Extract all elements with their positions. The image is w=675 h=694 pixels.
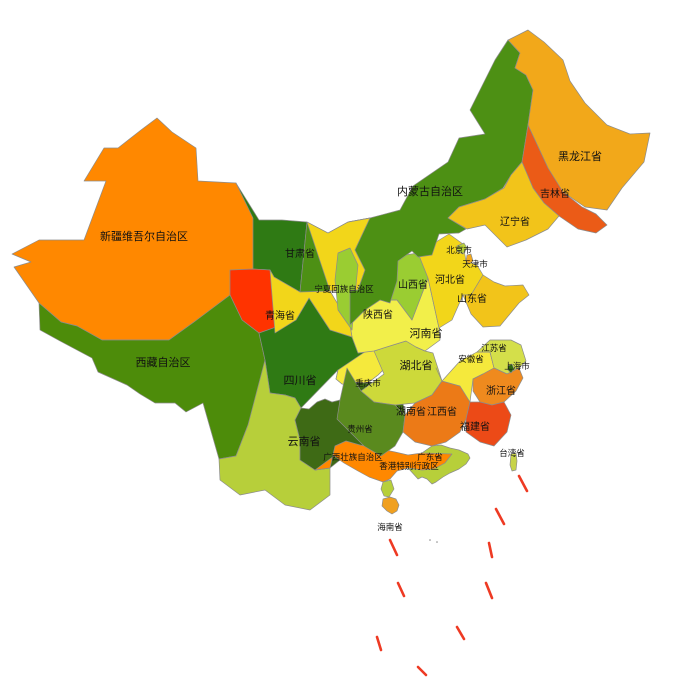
svg-text:北京市: 北京市 bbox=[446, 245, 472, 255]
svg-text:青海省: 青海省 bbox=[265, 309, 295, 322]
svg-text:山西省: 山西省 bbox=[398, 278, 428, 291]
svg-text:天津市: 天津市 bbox=[462, 259, 488, 269]
svg-text:湖北省: 湖北省 bbox=[400, 359, 433, 372]
svg-text:贵州省: 贵州省 bbox=[347, 424, 373, 434]
svg-text:内蒙古自治区: 内蒙古自治区 bbox=[397, 184, 463, 198]
svg-text:新疆维吾尔自治区: 新疆维吾尔自治区 bbox=[100, 229, 188, 243]
svg-text:陕西省: 陕西省 bbox=[363, 308, 393, 321]
svg-text:福建省: 福建省 bbox=[460, 420, 490, 433]
svg-text:山东省: 山东省 bbox=[457, 292, 487, 305]
svg-text:重庆市: 重庆市 bbox=[355, 378, 381, 388]
svg-text:江苏省: 江苏省 bbox=[481, 343, 507, 353]
svg-text:河北省: 河北省 bbox=[435, 273, 465, 286]
svg-text:四川省: 四川省 bbox=[284, 374, 317, 387]
svg-text:甘肃省: 甘肃省 bbox=[285, 247, 315, 260]
svg-text:辽宁省: 辽宁省 bbox=[500, 215, 530, 228]
svg-text:浙江省: 浙江省 bbox=[486, 384, 516, 397]
svg-text:吉林省: 吉林省 bbox=[540, 187, 570, 200]
svg-text:黑龙江省: 黑龙江省 bbox=[558, 150, 602, 163]
svg-text:西藏自治区: 西藏自治区 bbox=[136, 355, 191, 369]
svg-text:宁夏回族自治区: 宁夏回族自治区 bbox=[314, 284, 374, 294]
svg-text:云南省: 云南省 bbox=[288, 435, 321, 448]
svg-text:广西壮族自治区: 广西壮族自治区 bbox=[323, 452, 383, 462]
svg-text:河南省: 河南省 bbox=[410, 327, 443, 340]
svg-text:上海市: 上海市 bbox=[504, 361, 530, 371]
svg-text:安徽省: 安徽省 bbox=[458, 354, 484, 364]
svg-text:香港特别行政区: 香港特别行政区 bbox=[379, 461, 439, 471]
svg-text:湖南省: 湖南省 bbox=[396, 405, 426, 418]
svg-text:海南省: 海南省 bbox=[377, 522, 403, 532]
svg-text:台湾省: 台湾省 bbox=[499, 448, 525, 458]
svg-text:江西省: 江西省 bbox=[427, 405, 457, 418]
